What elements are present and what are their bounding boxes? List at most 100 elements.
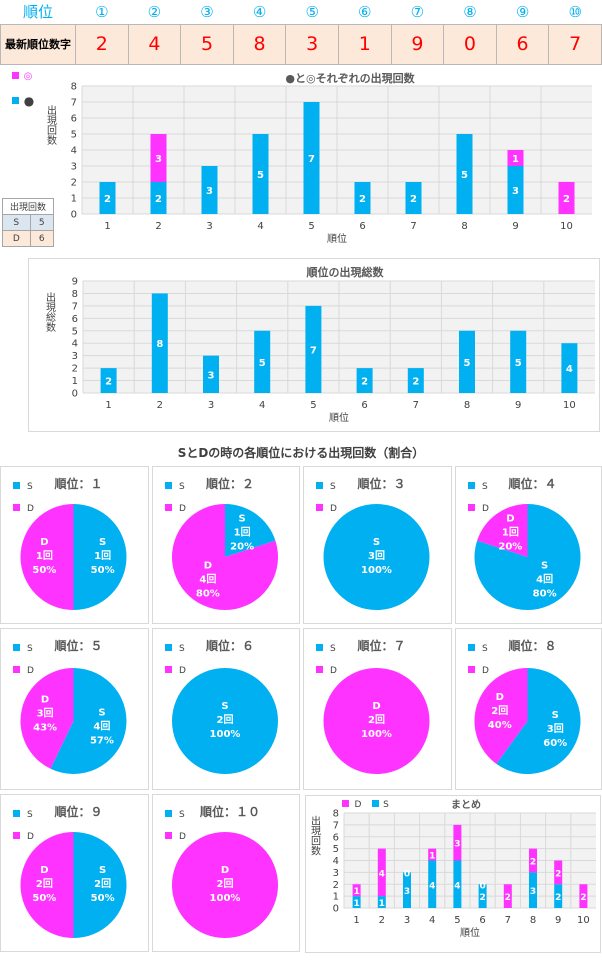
pie-data-label: S 2回 100%: [210, 701, 241, 740]
mini-table-value: 6: [29, 230, 55, 247]
y-tick-label: 0: [71, 210, 77, 221]
pie-title: 順位：１: [53, 476, 102, 491]
rank-header-row: 順位 ① ② ③ ④ ⑤ ⑥ ⑦ ⑧ ⑨ ⑩: [1, 0, 602, 24]
pie-label-count: 4回: [93, 720, 110, 732]
y-tick-label: 7: [72, 301, 78, 312]
y-tick-label: 8: [333, 809, 339, 820]
data-label: 3: [206, 186, 213, 197]
data-label: 0: [505, 905, 511, 915]
pie-svg: 順位：７ S D D 2回 100%: [316, 638, 430, 774]
bar: [561, 343, 578, 393]
legend-label: D: [482, 504, 489, 514]
pie-label-count: 1回: [94, 550, 111, 562]
pie-label-percent: 43%: [33, 723, 57, 734]
y-tick-label: 5: [72, 326, 78, 337]
pie-label-percent: 100%: [210, 893, 241, 904]
pie-label-count: 4回: [536, 574, 553, 586]
legend-swatch-cyan: [165, 482, 172, 489]
data-label: 2: [530, 858, 536, 868]
data-label: 5: [257, 170, 264, 181]
pie-label-count: 2回: [94, 878, 111, 890]
data-label: 2: [155, 194, 162, 205]
y-tick-label: 1: [71, 194, 77, 205]
section-title: SとDの時の各順位における出現回数（割合）: [177, 446, 425, 460]
pie-slice-s: [73, 504, 127, 610]
legend-swatch-cyan: [316, 482, 323, 489]
pie-label-key: S: [541, 561, 548, 572]
x-tick-label: 3: [208, 400, 214, 411]
y-tick-label: 4: [333, 856, 339, 867]
legend-swatch-cyan: [13, 644, 20, 651]
pie-label-count: 3回: [368, 550, 385, 562]
x-tick-label: 5: [308, 221, 314, 232]
pie-label-key: S: [373, 537, 380, 548]
legend-swatch-magenta: [13, 504, 20, 511]
bar: [201, 166, 218, 214]
x-tick-label: 5: [310, 400, 316, 411]
data-label: 2: [104, 194, 111, 205]
pie-data-label: S 2回 50%: [91, 865, 115, 904]
mini-table-title: 出現回数: [2, 198, 54, 215]
y-tick-label: 3: [71, 162, 77, 173]
y-tick-label: 2: [72, 364, 78, 375]
pie-slice-d: [172, 832, 278, 938]
y-tick-label: 7: [71, 98, 77, 109]
x-tick-label: 6: [359, 221, 365, 232]
latest-digit-cell: 4: [127, 23, 182, 65]
rank-number: ②: [147, 2, 162, 21]
legend-label: S: [27, 644, 33, 654]
pie-label-percent: 60%: [543, 738, 567, 749]
legend-swatch-magenta: [165, 666, 172, 673]
data-label: 1: [512, 154, 519, 165]
legend-label: D: [27, 666, 34, 676]
legend-swatch-cyan: [468, 644, 475, 651]
x-tick-label: 4: [429, 915, 435, 926]
legend-label: D: [27, 504, 34, 514]
pie-slice-d: [474, 668, 528, 764]
pie-label-key: D: [221, 865, 229, 876]
y-tick-label: 5: [71, 130, 77, 141]
y-tick-label: 7: [333, 820, 339, 831]
mini-table-key: S: [2, 214, 31, 231]
y-tick-label: 3: [72, 351, 78, 362]
pie-slice-s: [323, 504, 430, 610]
legend-label: S: [482, 482, 488, 492]
latest-digit-cell: 7: [548, 23, 602, 65]
pie-chart-panel: 順位：７ S D D 2回 100%: [303, 628, 452, 790]
data-label: 0: [580, 905, 586, 915]
data-label: 5: [464, 358, 471, 369]
pie-data-label: S 3回 100%: [361, 537, 392, 576]
pie-label-key: D: [40, 865, 48, 876]
x-tick-label: 9: [512, 221, 518, 232]
bar: [100, 368, 117, 393]
rank-number: ⑧: [463, 2, 477, 21]
pie-svg: 順位：６ S D S 2回 100%: [165, 638, 278, 774]
legend-label: S: [27, 482, 33, 492]
bar: [252, 134, 269, 214]
data-label: 3: [512, 186, 519, 197]
data-label: 0: [404, 869, 410, 879]
data-label: 3: [404, 887, 410, 897]
pie-svg: 順位：４ S D S 4回 80% D 1回 20%: [468, 476, 581, 610]
data-label: 2: [361, 377, 368, 388]
legend-label: D: [27, 832, 34, 842]
data-label: 1: [429, 852, 435, 862]
y-tick-label: 9: [72, 277, 78, 288]
rank-label: 順位: [22, 3, 53, 22]
legend-label: S: [179, 810, 185, 820]
pie-label-percent: 50%: [32, 565, 56, 576]
legend-label: S: [383, 800, 389, 810]
latest-digit-cell: 1: [337, 23, 392, 65]
data-label: 3: [530, 887, 536, 897]
pie-label-count: 2回: [36, 878, 53, 890]
pie-data-label: D 1回 50%: [32, 537, 56, 576]
x-axis-label: 順位: [460, 926, 480, 939]
data-label: 1: [379, 899, 385, 909]
x-axis-label: 順位: [327, 232, 347, 245]
y-tick-label: 0: [333, 904, 339, 915]
x-tick-label: 3: [404, 915, 410, 926]
y-axis-label: 出現総数: [44, 291, 56, 333]
